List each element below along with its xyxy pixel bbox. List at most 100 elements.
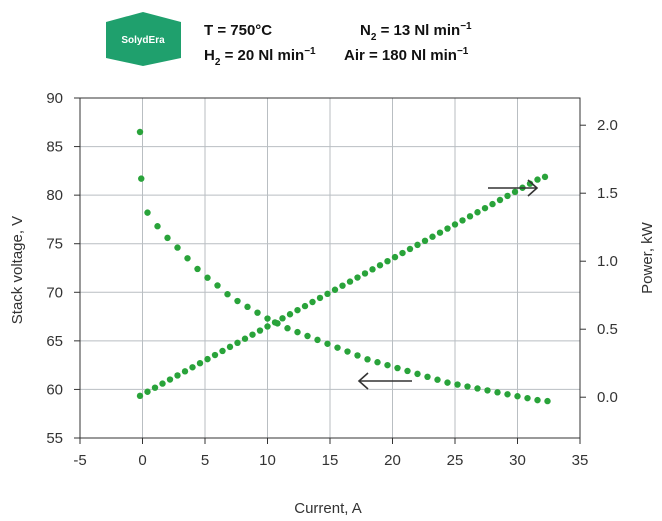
power-point	[346, 278, 354, 285]
power-point	[309, 298, 316, 306]
power-point	[526, 180, 534, 187]
power-point	[249, 331, 256, 338]
power-point	[376, 262, 384, 269]
power-point	[264, 323, 271, 330]
power-point	[256, 327, 264, 334]
y-tick-label: 85	[46, 139, 63, 156]
voltage-point	[304, 332, 311, 340]
power-point	[294, 306, 301, 314]
voltage-point	[164, 234, 171, 242]
voltage-point	[144, 209, 151, 216]
series-voltage	[136, 128, 551, 405]
x-axis-title: Current, A	[294, 500, 362, 517]
x-tick-label: 15	[322, 452, 339, 469]
y2-tick-label: 0.0	[597, 389, 618, 406]
voltage-point	[184, 255, 191, 262]
voltage-point	[374, 359, 381, 366]
voltage-point	[444, 379, 451, 386]
power-point	[174, 372, 181, 379]
voltage-point	[294, 328, 301, 336]
voltage-point	[314, 336, 321, 344]
voltage-point	[264, 315, 271, 322]
power-point	[234, 339, 241, 346]
power-point	[399, 249, 406, 257]
y-tick-label: 80	[46, 187, 63, 204]
voltage-point	[504, 391, 511, 398]
power-point	[211, 351, 219, 359]
y2-axis-title: Power, kW	[639, 221, 656, 294]
voltage-point	[334, 344, 341, 351]
power-point	[166, 376, 174, 383]
power-point	[204, 355, 211, 363]
voltage-point	[204, 274, 211, 281]
x-tick-label: -5	[73, 452, 86, 469]
power-point	[339, 282, 346, 289]
y2-tick-label: 1.0	[597, 253, 618, 270]
power-point	[541, 173, 549, 181]
y-tick-label: 55	[46, 430, 63, 447]
voltage-point	[136, 128, 144, 136]
power-point	[361, 270, 369, 277]
voltage-point	[544, 397, 551, 405]
voltage-point	[524, 394, 531, 402]
power-point	[219, 347, 226, 355]
voltage-point	[194, 265, 201, 273]
x-tick-label: 10	[259, 452, 276, 469]
power-point	[226, 343, 234, 351]
power-point	[369, 266, 376, 273]
power-point	[331, 286, 339, 293]
power-point	[481, 204, 489, 212]
y-tick-label: 60	[46, 381, 63, 398]
power-point	[271, 319, 279, 326]
power-point	[181, 368, 189, 375]
voltage-point	[364, 356, 371, 363]
power-point	[159, 380, 166, 387]
voltage-point	[384, 361, 391, 369]
x-tick-label: 25	[447, 452, 464, 469]
logo-shape	[106, 12, 181, 66]
power-point	[144, 388, 151, 395]
power-point	[451, 221, 459, 228]
logo: SolydEra	[106, 12, 181, 66]
power-point	[384, 258, 391, 265]
voltage-point	[454, 381, 461, 388]
voltage-point	[174, 244, 181, 251]
arrow-left-axis	[357, 372, 412, 390]
voltage-point	[324, 340, 331, 347]
y-tick-label: 75	[46, 236, 63, 253]
voltage-point	[234, 297, 241, 305]
arrow-right-axis	[488, 179, 539, 197]
power-point	[151, 384, 159, 391]
voltage-point	[534, 396, 541, 404]
power-point	[286, 311, 294, 318]
y2-tick-label: 0.5	[597, 321, 618, 338]
voltage-point	[344, 348, 351, 355]
power-point	[459, 217, 466, 224]
power-point	[324, 290, 331, 298]
power-point	[466, 213, 474, 220]
y2-axis-ticks: 0.0 0.5 1.0 1.5 2.0	[580, 117, 618, 406]
voltage-point	[414, 370, 421, 378]
y2-tick-label: 1.5	[597, 185, 618, 202]
power-point	[496, 196, 504, 204]
power-point	[279, 315, 286, 322]
power-point	[301, 302, 309, 310]
voltage-point	[284, 325, 291, 332]
power-point	[511, 188, 519, 196]
condition-temperature: T = 750°C	[204, 22, 272, 39]
y2-tick-label: 2.0	[597, 117, 618, 134]
voltage-point	[354, 352, 361, 359]
voltage-point	[154, 223, 161, 230]
condition-n2: N2 = 13 Nl min−1	[360, 21, 472, 43]
voltage-point	[138, 175, 145, 182]
y-tick-label: 70	[46, 284, 63, 301]
power-point	[406, 245, 414, 253]
power-point	[444, 225, 451, 232]
conditions: T = 750°C H2 = 20 Nl min−1 N2 = 13 Nl mi…	[204, 21, 472, 68]
y-tick-label: 65	[46, 333, 63, 350]
power-point	[196, 360, 204, 367]
power-point	[241, 335, 249, 342]
x-tick-label: 30	[509, 452, 526, 469]
condition-h2: H2 = 20 Nl min−1	[204, 46, 316, 68]
